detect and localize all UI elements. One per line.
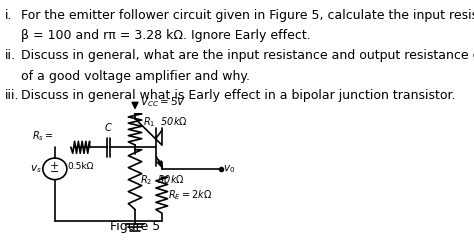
Text: $R_1$  50k$\Omega$: $R_1$ 50k$\Omega$ bbox=[143, 115, 188, 129]
Text: ii.: ii. bbox=[5, 49, 16, 62]
Text: Discuss in general, what are the input resistance and output resistance characte: Discuss in general, what are the input r… bbox=[21, 49, 474, 62]
Text: $R_E = 2k\Omega$: $R_E = 2k\Omega$ bbox=[168, 188, 213, 202]
Text: −: − bbox=[50, 167, 60, 177]
Text: 0.5kΩ: 0.5kΩ bbox=[67, 162, 93, 171]
Text: C: C bbox=[105, 123, 112, 133]
Text: Discuss in general what is Early effect in a bipolar junction transistor.: Discuss in general what is Early effect … bbox=[21, 89, 456, 102]
Text: $R_s=$: $R_s=$ bbox=[32, 129, 54, 143]
Text: of a good voltage amplifier and why.: of a good voltage amplifier and why. bbox=[21, 69, 250, 83]
Text: $V_{CC}=5V$: $V_{CC}=5V$ bbox=[140, 95, 187, 109]
Text: $R_2$  50k$\Omega$: $R_2$ 50k$\Omega$ bbox=[140, 173, 185, 187]
Text: β = 100 and rπ = 3.28 kΩ. Ignore Early effect.: β = 100 and rπ = 3.28 kΩ. Ignore Early e… bbox=[21, 29, 311, 42]
Text: Figure 5: Figure 5 bbox=[110, 220, 160, 234]
Text: $v_0$: $v_0$ bbox=[223, 163, 236, 175]
Text: $v_s$: $v_s$ bbox=[30, 163, 42, 175]
Text: iii.: iii. bbox=[5, 89, 19, 102]
Text: +: + bbox=[50, 161, 60, 171]
Text: For the emitter follower circuit given in Figure 5, calculate the input resistan: For the emitter follower circuit given i… bbox=[21, 8, 474, 22]
Text: i.: i. bbox=[5, 8, 12, 22]
